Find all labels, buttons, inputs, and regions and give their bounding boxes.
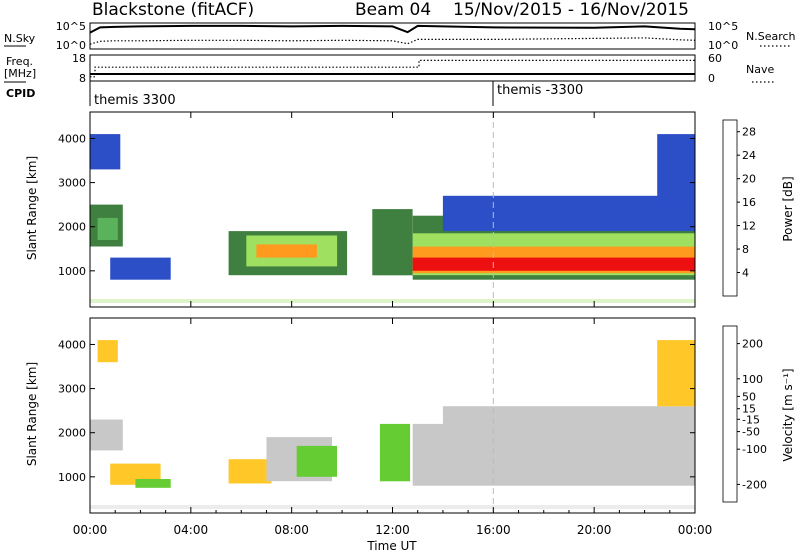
power-ylabel: Slant Range [km] — [25, 156, 39, 260]
date-range-title: 15/Nov/2015 - 16/Nov/2015 — [453, 0, 689, 20]
freq-label: Freq. — [6, 55, 33, 68]
velocity-region-1 — [97, 340, 118, 363]
noise-left-tick-top: 10^5 — [56, 20, 86, 33]
velocity-region-7 — [379, 423, 411, 482]
nsearch-line — [89, 37, 696, 45]
time-x-axis: 00:00 04:00 08:00 12:00 16:00 20:00 00:00 — [73, 112, 713, 537]
velocity-ytick-label-1: 2000 — [58, 427, 86, 440]
nave-right-tick-bottom: 0 — [708, 72, 715, 85]
station-title: Blackstone (fitACF) — [92, 0, 254, 20]
power-ytick-label-3: 4000 — [58, 132, 86, 145]
power-cbar-label-3: 16 — [742, 196, 756, 209]
nsky-label: N.Sky — [4, 32, 36, 45]
noise-panel-frame — [89, 22, 696, 50]
beam-title: Beam 04 — [355, 0, 431, 20]
freq-left-tick-top: 18 — [72, 52, 86, 65]
velocity-region-6 — [296, 445, 337, 477]
freq-unit-label: [MHz] — [4, 67, 36, 80]
power-colorbar-label: Power [dB] — [781, 176, 795, 241]
power-region-1 — [97, 217, 118, 240]
noise-series-layer — [89, 24, 696, 45]
freq-panel-frame — [89, 54, 696, 82]
xtick-label-1: 04:00 — [174, 523, 209, 537]
velocity-ylabel: Slant Range [km] — [25, 362, 39, 466]
power-region-11 — [412, 257, 695, 271]
x-axis-label: Time UT — [366, 539, 417, 553]
velocity-y-axis: 1000 2000 3000 4000 — [58, 338, 695, 484]
power-cbar-label-0: 4 — [742, 267, 749, 280]
velocity-region-4 — [228, 459, 272, 484]
velocity-cbar-label-3: 15 — [742, 403, 756, 416]
velocity-ytick-label-2: 3000 — [58, 383, 86, 396]
power-y-axis: 1000 2000 3000 4000 — [58, 132, 695, 278]
nave-line — [90, 59, 695, 78]
power-ytick-label-0: 1000 — [58, 265, 86, 278]
velocity-ytick-label-3: 4000 — [58, 338, 86, 351]
power-ytick-label-1: 2000 — [58, 221, 86, 234]
power-region-12 — [442, 195, 695, 232]
nsky-line — [89, 24, 696, 34]
velocity-cbar-label-4: -15 — [742, 413, 760, 426]
xtick-label-3: 12:00 — [375, 523, 410, 537]
freq-series-layer — [90, 59, 695, 78]
velocity-cbar-label-7: -200 — [742, 478, 767, 491]
velocity-ytick-label-0: 1000 — [58, 471, 86, 484]
noise-right-tick-top: 10^5 — [708, 20, 738, 33]
power-region-3 — [110, 257, 171, 280]
velocity-region-3 — [135, 479, 171, 488]
power-ytick-label-2: 3000 — [58, 177, 86, 190]
noise-left-tick-bottom: 10^0 — [56, 39, 86, 52]
cpid-label: CPID — [6, 87, 35, 100]
power-cbar-label-4: 20 — [742, 173, 756, 186]
velocity-cbar-label-0: 200 — [742, 338, 763, 351]
velocity-cbar-label-5: -50 — [742, 426, 760, 439]
power-cbar-label-2: 12 — [742, 220, 756, 233]
velocity-cbar-label-1: 100 — [742, 373, 763, 386]
power-heatmap — [90, 112, 695, 307]
velocity-region-10 — [657, 340, 695, 407]
nsearch-label: N.Search — [746, 30, 796, 43]
xtick-label-4: 16:00 — [476, 523, 511, 537]
power-region-6 — [256, 244, 317, 258]
xtick-label-2: 08:00 — [274, 523, 309, 537]
velocity-region-0 — [90, 419, 123, 451]
freq-left-tick-bottom: 8 — [79, 72, 86, 85]
power-cbar-label-1: 8 — [742, 243, 749, 256]
velocity-cbar-label-6: -100 — [742, 443, 767, 456]
power-region-13 — [657, 134, 695, 201]
power-region-7 — [372, 209, 413, 276]
nave-label: Nave — [746, 63, 774, 76]
power-region-2 — [90, 134, 121, 170]
cpid-segment-2: themis -3300 — [497, 83, 583, 98]
nave-right-tick-top: 60 — [708, 52, 722, 65]
power-cbar-label-5: 24 — [742, 149, 756, 162]
xtick-label-6: 00:00 — [678, 523, 713, 537]
power-cbar-label-6: 28 — [742, 126, 756, 139]
xtick-label-0: 00:00 — [73, 523, 108, 537]
velocity-colorbar-label: Velocity [m s⁻¹] — [781, 368, 795, 461]
noise-right-tick-bottom: 10^0 — [708, 39, 738, 52]
power-cbar-frame — [722, 119, 738, 297]
power-colorbar: 4 8 12 16 20 24 28 — [722, 119, 756, 297]
velocity-cbar-frame — [722, 325, 738, 503]
velocity-cbar-label-2: 50 — [742, 390, 756, 403]
xtick-label-5: 20:00 — [577, 523, 612, 537]
velocity-heatmap — [90, 318, 695, 513]
cpid-segment-1: themis 3300 — [94, 93, 176, 108]
velocity-region-9 — [442, 406, 695, 438]
